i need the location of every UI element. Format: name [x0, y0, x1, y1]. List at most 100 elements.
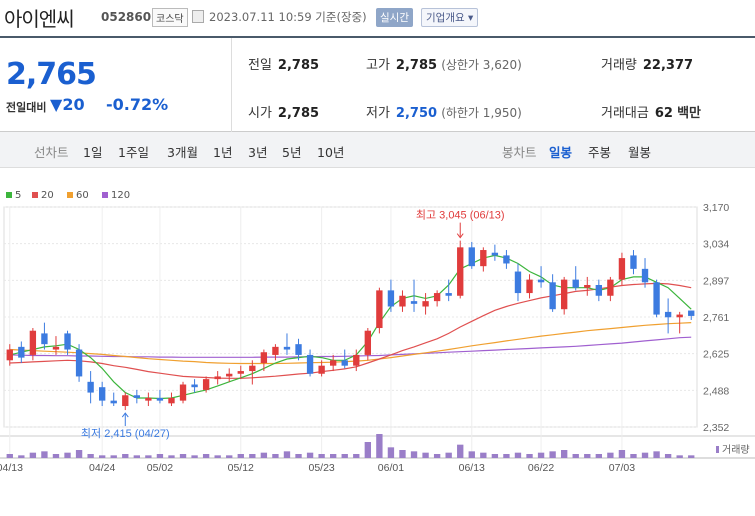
volume-bar: [618, 450, 626, 458]
candle-body: [87, 381, 94, 393]
volume-bar: [318, 454, 325, 458]
volume-bar: [75, 450, 83, 458]
candle-body: [110, 400, 117, 404]
candle-body: [549, 282, 556, 310]
volume-bar: [179, 454, 187, 458]
candle-body: [664, 311, 672, 318]
x-tick-label: 06/13: [459, 462, 485, 474]
volume-bar: [387, 447, 395, 458]
candle-body: [630, 255, 637, 269]
volume-bar: [491, 454, 499, 458]
candle-body: [457, 247, 464, 296]
volume-bar: [514, 452, 522, 458]
change-amount: ▼20: [50, 95, 85, 114]
candle-body: [237, 371, 244, 374]
tab-daily[interactable]: 일봉: [549, 145, 573, 160]
volume-bar: [560, 450, 568, 458]
prev-close: 전일 2,785: [248, 58, 320, 73]
tab-1w[interactable]: 1주일: [118, 145, 149, 160]
candle-body: [145, 397, 152, 401]
volume-bar: [202, 454, 210, 458]
realtime-button[interactable]: 실시간: [376, 8, 413, 27]
volume-bar: [145, 455, 152, 458]
x-tick-label: 05/23: [308, 462, 334, 474]
candle-body: [260, 352, 268, 363]
quote-panel: 2,765 전일대비 ▼20 -0.72% 전일 2,785 시가 2,785 고가…: [0, 36, 755, 133]
candle-body: [560, 279, 568, 310]
candle-body: [480, 250, 487, 267]
tab-weekly[interactable]: 주봉: [588, 145, 612, 160]
candle-body: [133, 395, 141, 398]
candle-body: [341, 360, 348, 366]
tab-3y[interactable]: 3년: [248, 145, 268, 160]
stock-name: 아이엔씨: [4, 7, 75, 31]
candle-body: [18, 346, 25, 358]
tab-1d[interactable]: 1일: [83, 145, 103, 160]
volume-bar: [584, 454, 591, 458]
volume-bar: [433, 454, 441, 458]
tab-3m[interactable]: 3개월: [167, 145, 198, 160]
volume-bar: [468, 451, 475, 458]
volume-bar: [630, 454, 637, 458]
candle-body: [75, 349, 83, 377]
tab-monthly[interactable]: 월봉: [628, 145, 652, 160]
legend-ma60: 60: [67, 190, 89, 201]
open-price: 시가 2,785: [248, 106, 320, 121]
volume-bar: [52, 454, 60, 458]
current-price: 2,765: [6, 57, 97, 92]
chevron-down-icon: ▾: [464, 12, 474, 24]
volume-bar: [353, 454, 360, 458]
volume-bar: [226, 455, 233, 458]
volume-bar: [364, 442, 372, 458]
volume-bar: [249, 454, 256, 458]
volume-bar: [168, 455, 175, 458]
down-triangle-icon: ▼: [50, 95, 63, 114]
candle-body: [537, 279, 545, 283]
tab-1y[interactable]: 1년: [213, 145, 233, 160]
volume-bar: [29, 452, 37, 458]
candle-body: [226, 373, 233, 377]
volume-bar: [549, 451, 556, 458]
volume-bar: [306, 452, 314, 458]
candle-chart-label: 봉차트: [502, 145, 537, 160]
tab-10y[interactable]: 10년: [317, 145, 345, 160]
candle-body: [433, 293, 441, 302]
candle-body: [387, 290, 395, 307]
candle-body: [122, 395, 129, 407]
ma120-line: [9, 336, 692, 358]
corp-info-dropdown[interactable]: 기업개요 ▾: [421, 8, 479, 27]
x-tick-label: 06/01: [378, 462, 404, 474]
candle-body: [364, 330, 372, 355]
candle-body: [29, 330, 37, 355]
candle-body: [41, 333, 48, 345]
market-badge: 코스닥: [152, 8, 188, 27]
candle-body: [353, 354, 360, 366]
volume-bar: [607, 452, 614, 458]
candle-body: [445, 293, 452, 296]
volume-bar: [341, 454, 348, 458]
tab-5y[interactable]: 5년: [282, 145, 302, 160]
volume-label: 거래량: [722, 444, 750, 456]
change-label: 전일대비: [6, 101, 47, 114]
y-tick-label: 2,488: [703, 385, 729, 397]
y-tick-label: 3,170: [703, 202, 729, 214]
volume-bar: [376, 434, 383, 458]
volume-bar: [18, 455, 25, 458]
candle-body: [688, 310, 695, 316]
volume-bar: [572, 454, 579, 458]
volume-bar: [191, 455, 198, 458]
y-tick-label: 3,034: [703, 239, 729, 251]
volume-bar: [41, 451, 48, 458]
y-tick-label: 2,761: [703, 312, 729, 324]
candle-body: [64, 333, 71, 350]
volume-bar: [399, 450, 406, 458]
candle-body: [676, 314, 683, 318]
stock-header: 아이엔씨 052860 코스닥 2023.07.11 10:59 기준(장중) …: [0, 0, 755, 36]
candle-body: [653, 282, 660, 315]
volume-bar: [422, 452, 429, 458]
candle-body: [318, 365, 325, 374]
candle-body: [168, 397, 175, 404]
volume-bar: [156, 454, 164, 458]
candle-body: [249, 365, 256, 372]
